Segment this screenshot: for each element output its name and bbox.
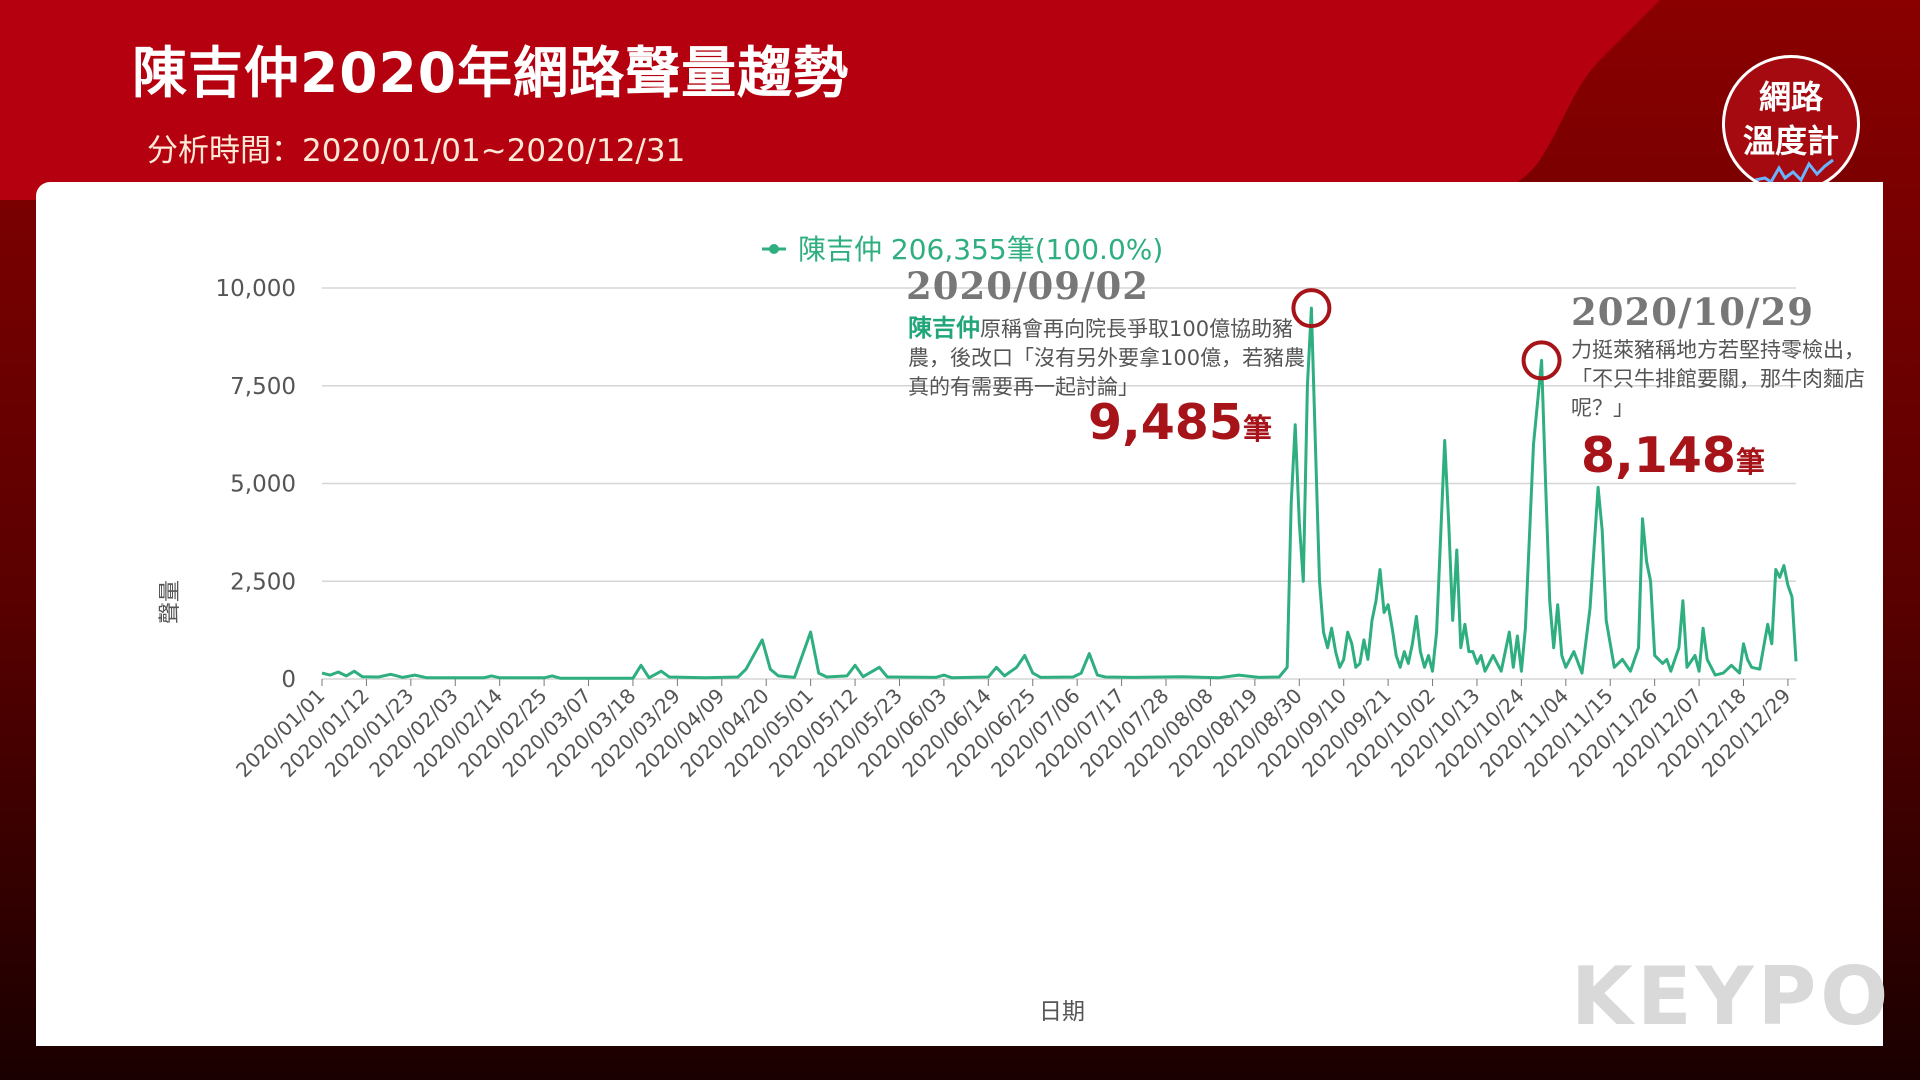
annotation-2-text: 力挺萊豬稱地方若堅持零檢出，「不只牛排館要關，那牛肉麵店呢？」 [1571, 338, 1865, 420]
x-axis-title: 日期 [1039, 999, 1085, 1025]
page-title: 陳吉仲2020年網路聲量趨勢 [132, 41, 850, 105]
header-band [0, 0, 1660, 200]
annotation-1-number: 9,485 [1088, 394, 1243, 451]
y-tick-label: 2,500 [230, 569, 296, 595]
brand-line-2: 溫度計 [1742, 122, 1839, 160]
series-layer [321, 306, 1798, 680]
annotation-2-unit: 筆 [1736, 445, 1766, 479]
pulse-wave-icon [1755, 158, 1834, 185]
legend-label: 陳吉仲 206,355筆(100.0%) [798, 233, 1163, 266]
peak-highlight-circle [1521, 340, 1562, 381]
series-line[interactable] [321, 306, 1798, 680]
brand-line-1: 網路 [1758, 78, 1823, 116]
legend[interactable]: 陳吉仲 206,355筆(100.0%) [762, 233, 1163, 266]
legend-swatch-dot [769, 244, 779, 254]
annotation-2-value: 8,148筆 [1581, 427, 1765, 484]
brand-logo: 網路 溫度計 [1722, 55, 1860, 193]
x-axis-ticks: 2020/01/012020/01/122020/01/232020/02/03… [231, 679, 1795, 782]
y-tick-label: 0 [281, 667, 296, 693]
y-axis-title: 聲量 [158, 580, 183, 624]
annotation-1-name: 陳吉仲 [908, 314, 980, 342]
annotation-1-value: 9,485筆 [1088, 394, 1272, 451]
y-tick-label: 7,500 [230, 374, 296, 400]
y-tick-label: 10,000 [216, 276, 296, 302]
annotation-1-text: 陳吉仲原稱會再向院長爭取100億協助豬農，後改口「沒有另外要拿100億，若豬農真… [908, 314, 1318, 402]
keypo-watermark: KEYPO [1571, 950, 1893, 1043]
annotation-1-body: 原稱會再向院長爭取100億協助豬農，後改口「沒有另外要拿100億，若豬農真的有需… [908, 317, 1306, 399]
highlight-markers [1291, 288, 1562, 381]
y-axis-ticks: 0 2,500 5,000 7,500 10,000 [216, 276, 296, 693]
date-range-label: 分析時間：2020/01/01~2020/12/31 [147, 133, 686, 169]
annotation-2-date: 2020/10/29 [1571, 290, 1814, 334]
annotation-1-unit: 筆 [1243, 412, 1273, 446]
annotation-2-number: 8,148 [1581, 427, 1736, 484]
annotation-1-date: 2020/09/02 [906, 264, 1149, 308]
peak-highlight-circle [1291, 288, 1332, 329]
y-tick-label: 5,000 [230, 472, 296, 498]
trend-chart: 0 2,500 5,000 7,500 10,000 2020/01/012020/01… [158, 233, 1798, 1025]
chart-panel: 0 2,500 5,000 7,500 10,000 2020/01/01 2020/01… [36, 182, 1888, 1046]
